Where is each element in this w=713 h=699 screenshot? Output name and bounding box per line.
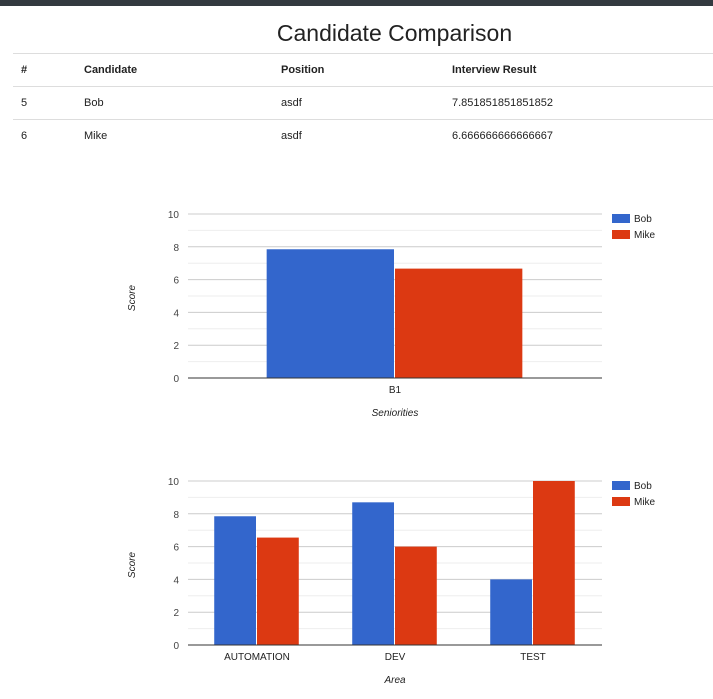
y-axis-title: Score <box>127 552 138 579</box>
column-header-interview-result: Interview Result <box>444 53 713 87</box>
y-tick-label: 10 <box>168 477 180 488</box>
bar-mike-test <box>533 481 575 645</box>
y-axis-title: Score <box>127 285 138 312</box>
cell-number: 5 <box>13 86 76 120</box>
y-tick-label: 6 <box>173 276 179 287</box>
y-tick-label: 0 <box>173 374 179 385</box>
table-row: 6 Mike asdf 6.666666666666667 <box>13 119 713 152</box>
y-tick-label: 8 <box>173 510 179 521</box>
y-tick-label: 4 <box>173 308 179 319</box>
cell-number: 6 <box>13 119 76 152</box>
bar-bob-test <box>490 579 532 645</box>
legend-label-bob: Bob <box>634 214 652 225</box>
cell-position: asdf <box>273 119 444 152</box>
legend-label-mike: Mike <box>634 230 656 241</box>
legend-swatch-mike <box>612 230 630 239</box>
bar-mike-automation <box>257 537 299 645</box>
y-tick-label: 4 <box>173 575 179 586</box>
legend-swatch-bob <box>612 481 630 490</box>
cell-candidate: Mike <box>76 119 273 152</box>
bar-bob-automation <box>214 516 256 645</box>
column-header-number: # <box>13 53 76 87</box>
y-tick-label: 0 <box>173 641 179 652</box>
table-header-row: # Candidate Position Interview Result <box>13 53 713 87</box>
y-tick-label: 2 <box>173 608 179 619</box>
table-row: 5 Bob asdf 7.851851851851852 <box>13 86 713 120</box>
y-tick-label: 2 <box>173 341 179 352</box>
bar-bob-b1 <box>266 249 394 378</box>
y-tick-label: 10 <box>168 210 180 221</box>
candidates-table: # Candidate Position Interview Result 5 … <box>13 53 713 152</box>
x-axis-title: Seniorities <box>372 408 419 419</box>
legend-label-mike: Mike <box>634 497 656 508</box>
cell-interview-result: 7.851851851851852 <box>444 86 713 120</box>
column-header-candidate: Candidate <box>76 53 273 87</box>
legend-swatch-bob <box>612 214 630 223</box>
x-axis-title: Area <box>383 675 406 686</box>
x-tick-label: B1 <box>389 385 402 396</box>
cell-interview-result: 6.666666666666667 <box>444 119 713 152</box>
legend-label-bob: Bob <box>634 481 652 492</box>
seniorities-bar-chart: 0 2 4 6 8 10 B1 Seniorities Score Bob Mike <box>127 210 656 419</box>
bar-mike-dev <box>395 546 437 645</box>
x-tick-label: AUTOMATION <box>224 652 290 663</box>
legend-swatch-mike <box>612 497 630 506</box>
y-tick-label: 6 <box>173 543 179 554</box>
bar-bob-dev <box>352 502 394 645</box>
cell-position: asdf <box>273 86 444 120</box>
bar-mike-b1 <box>395 268 523 378</box>
column-header-position: Position <box>273 53 444 87</box>
y-tick-label: 8 <box>173 243 179 254</box>
x-tick-label: DEV <box>385 652 406 663</box>
cell-candidate: Bob <box>76 86 273 120</box>
area-bar-chart: 0 2 4 6 8 10 AUTOMATION DEV TEST Area Score Bob Mike <box>127 477 656 686</box>
page-title: Candidate Comparison <box>276 20 513 46</box>
x-tick-label: TEST <box>520 652 546 663</box>
top-bar <box>0 0 713 6</box>
